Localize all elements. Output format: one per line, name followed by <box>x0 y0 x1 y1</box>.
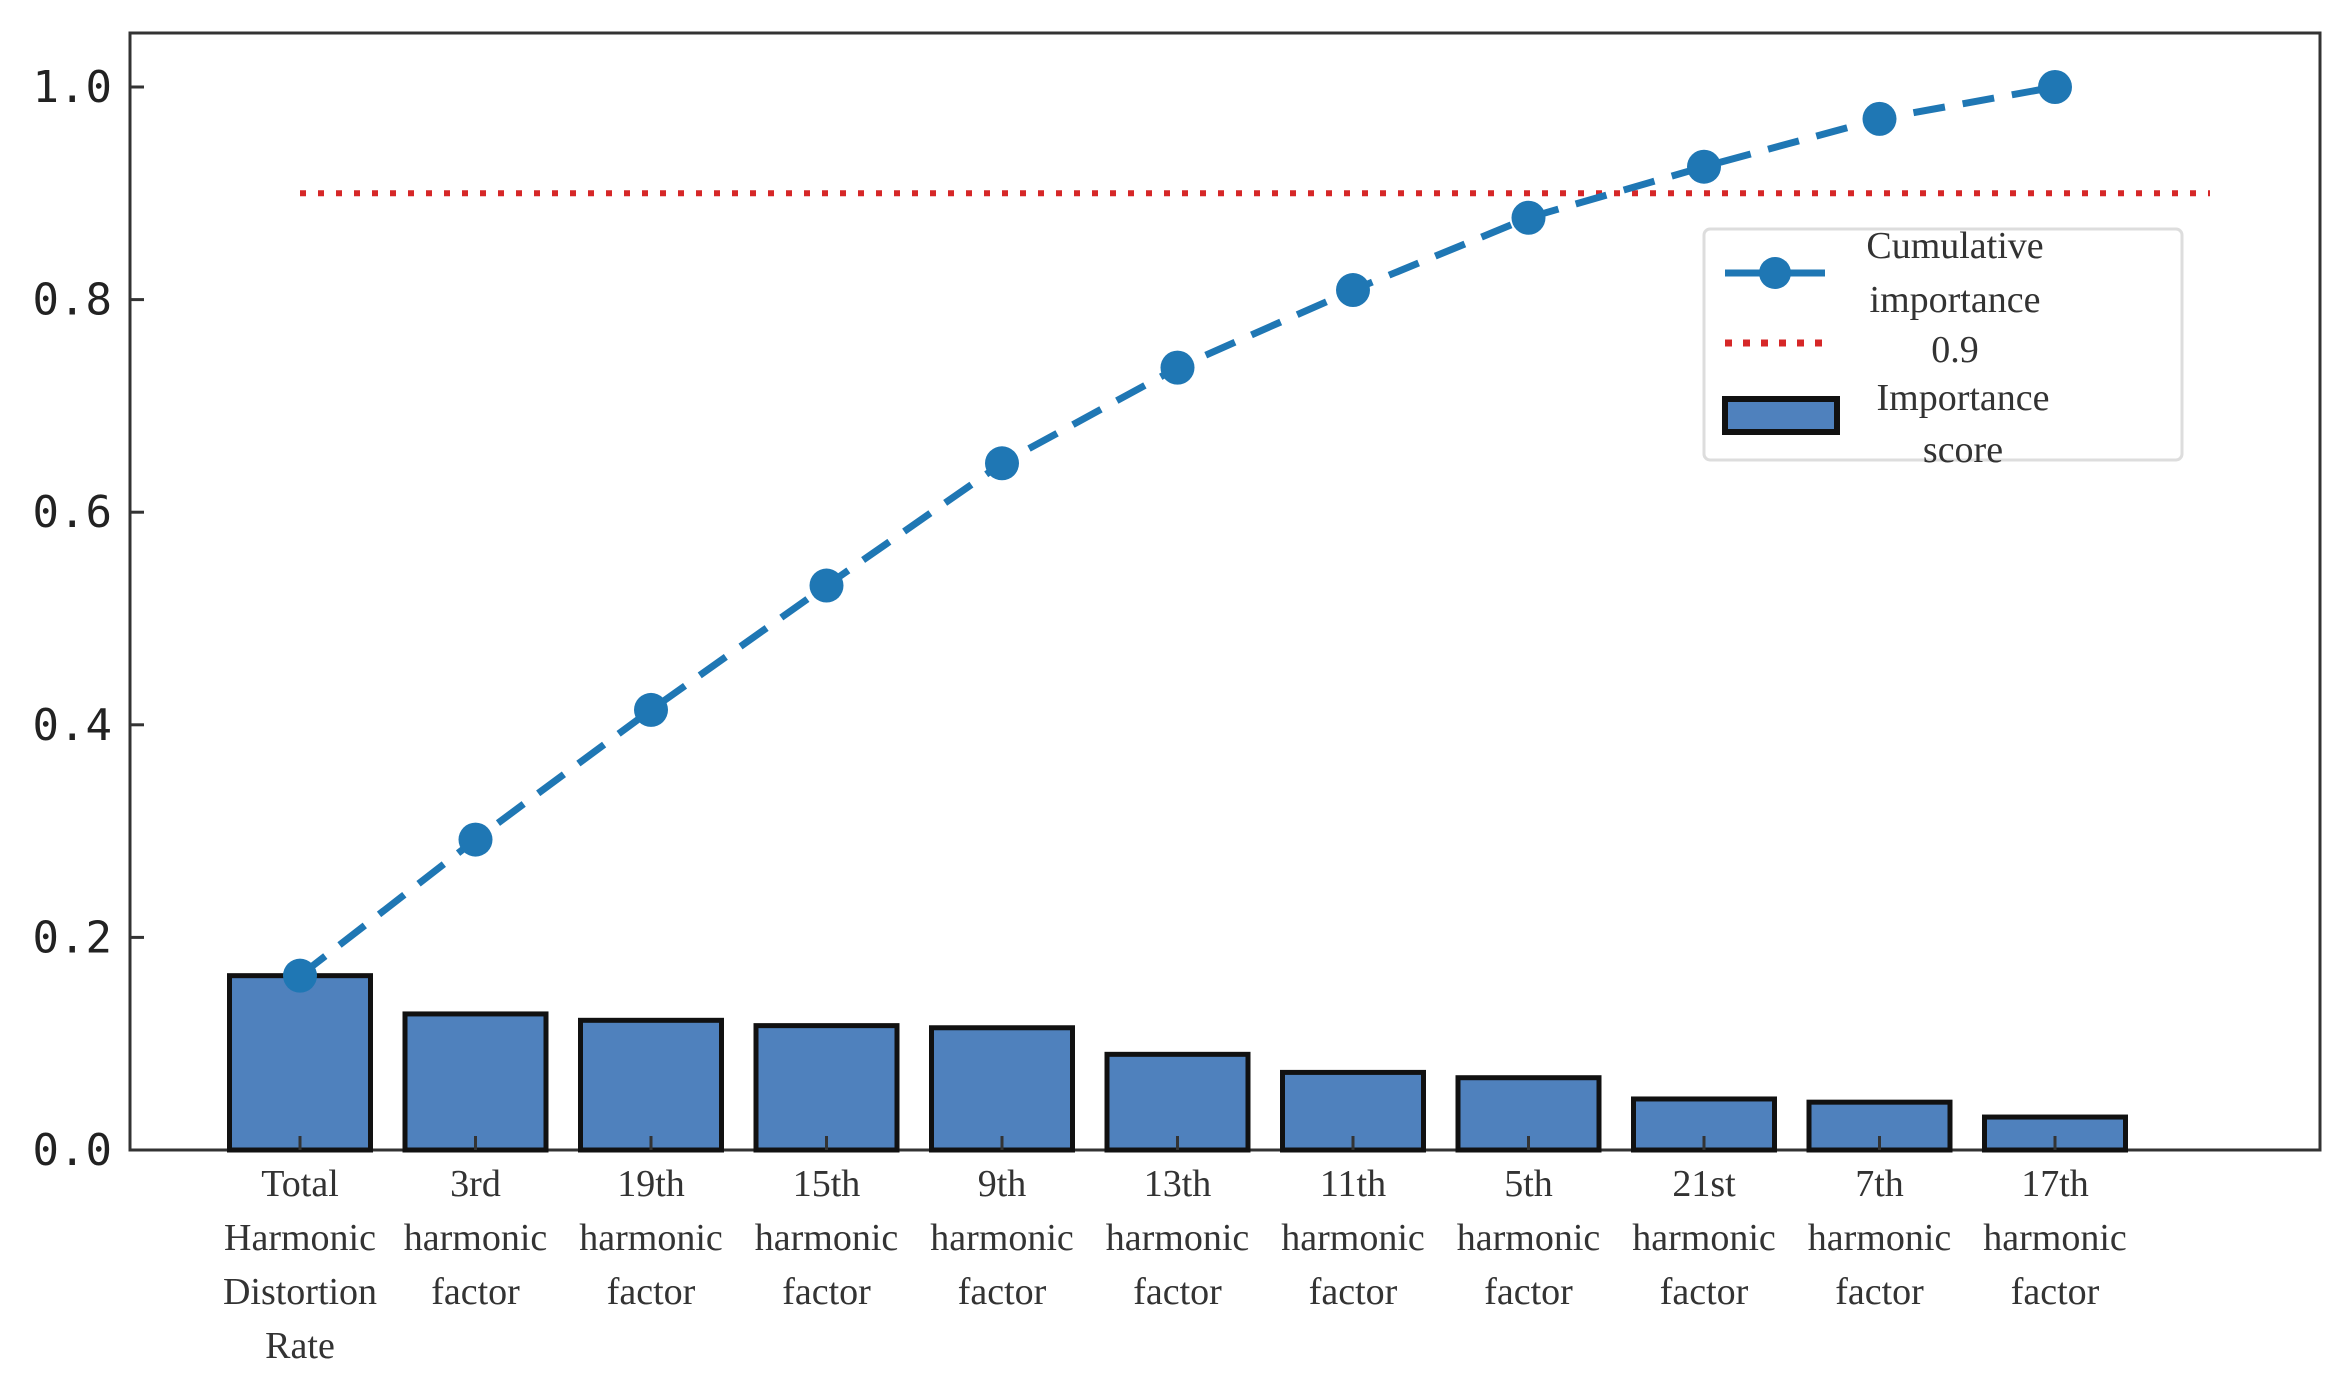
x-tick-label: Distortion <box>223 1271 377 1313</box>
x-tick-label: 5th <box>1504 1163 1553 1205</box>
x-tick-label: harmonic <box>930 1217 1074 1259</box>
cumulative-point <box>283 958 317 993</box>
x-tick-label: harmonic <box>1106 1217 1250 1259</box>
x-tick-label: 9th <box>978 1163 1027 1205</box>
y-tick-label: 0.8 <box>33 275 112 326</box>
x-axis: Total Harmonic Distortion Rate 3rd harmonic fa… <box>223 1136 2127 1367</box>
x-tick-label: Rate <box>265 1325 335 1367</box>
x-tick-label: 7th <box>1855 1163 1904 1205</box>
cumulative-point <box>985 446 1019 481</box>
cumulative-point <box>809 568 844 603</box>
y-tick-label: 1.0 <box>33 62 112 113</box>
cumulative-point <box>458 822 493 857</box>
x-tick-label: harmonic <box>1632 1217 1776 1259</box>
x-tick-label: harmonic <box>755 1217 899 1259</box>
x-tick-label: harmonic <box>404 1217 548 1259</box>
x-tick-label: factor <box>431 1271 520 1313</box>
x-tick-label: 17th <box>2021 1163 2089 1205</box>
x-tick-label: 19th <box>617 1163 685 1205</box>
legend: Cumulative importance 0.9 Importance sco… <box>1702 225 2184 471</box>
y-tick-label: 0.0 <box>33 1125 112 1176</box>
legend-cumulative-marker-dot <box>1759 257 1791 289</box>
cumulative-point <box>1160 350 1195 385</box>
legend-bars-label-2: score <box>1923 429 2003 471</box>
x-tick-label: factor <box>1133 1271 1222 1313</box>
x-tick-label: harmonic <box>1808 1217 1952 1259</box>
y-axis: 0.0 0.2 0.4 0.6 0.8 1.0 <box>33 62 144 1176</box>
x-tick-label: factor <box>1835 1271 1924 1313</box>
cumulative-point <box>1336 273 1370 308</box>
legend-cumulative-label-1: Cumulative <box>1866 225 2043 267</box>
y-tick-label: 0.4 <box>33 700 112 751</box>
x-tick-label: factor <box>1309 1271 1398 1313</box>
cumulative-point <box>2038 70 2072 104</box>
importance-bar <box>402 1011 549 1153</box>
cumulative-point <box>1687 149 1721 184</box>
importance-bar <box>929 1025 1075 1153</box>
legend-threshold-label: 0.9 <box>1931 329 1979 371</box>
cumulative-point <box>1862 101 1897 136</box>
x-tick-label: factor <box>607 1271 696 1313</box>
x-tick-label: 21st <box>1672 1163 1736 1205</box>
plot-frame <box>128 31 2322 1152</box>
x-tick-label: factor <box>1660 1271 1749 1313</box>
x-tick-label: harmonic <box>1457 1217 1601 1259</box>
x-tick-label: factor <box>1484 1271 1573 1313</box>
importance-bars <box>227 973 2128 1153</box>
x-tick-label: factor <box>958 1271 1047 1313</box>
x-tick-label: harmonic <box>1983 1217 2127 1259</box>
importance-bar <box>227 973 373 1153</box>
y-tick-label: 0.6 <box>33 487 112 538</box>
importance-bar <box>1104 1051 1251 1153</box>
cumulative-point <box>1511 200 1546 235</box>
x-tick-label: 13th <box>1144 1163 1212 1205</box>
x-tick-label: factor <box>782 1271 871 1313</box>
x-tick-label: harmonic <box>1281 1217 1425 1259</box>
legend-bars-marker <box>1722 396 1840 435</box>
x-tick-label: Total <box>261 1163 339 1205</box>
x-tick-label: 11th <box>1320 1163 1386 1205</box>
y-tick-label: 0.2 <box>33 912 112 963</box>
importance-bar <box>753 1023 900 1153</box>
x-tick-label: Harmonic <box>224 1217 376 1259</box>
x-tick-label: 15th <box>793 1163 861 1205</box>
cumulative-point <box>634 692 668 727</box>
legend-cumulative-label-2: importance <box>1870 279 2041 321</box>
x-tick-label: 3rd <box>450 1163 501 1205</box>
x-tick-label: factor <box>2011 1271 2100 1313</box>
importance-bar <box>578 1017 724 1153</box>
x-tick-label: harmonic <box>579 1217 723 1259</box>
cumulative-path <box>297 83 2056 979</box>
cumulative-line <box>283 70 2072 993</box>
legend-bars-label-1: Importance <box>1876 377 2049 419</box>
